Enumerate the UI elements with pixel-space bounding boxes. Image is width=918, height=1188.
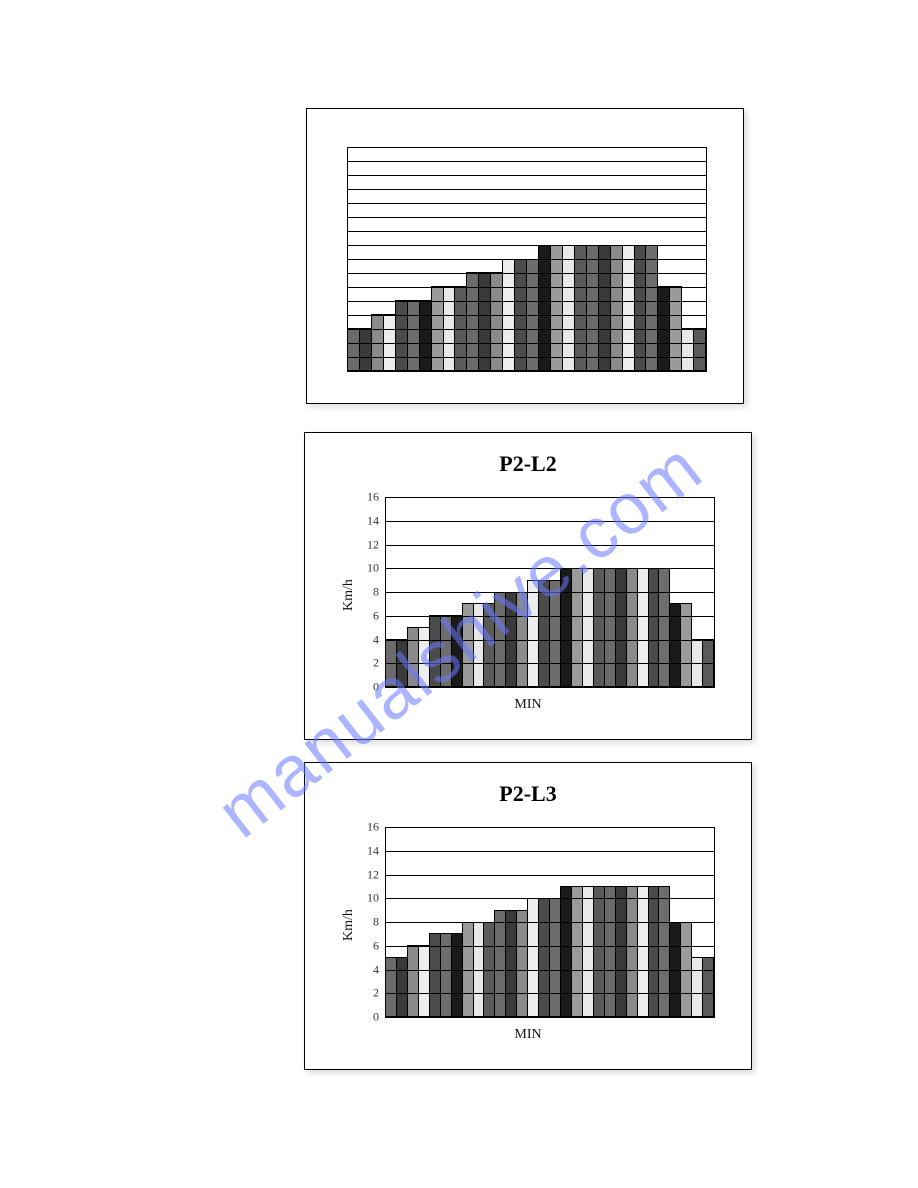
gridline [347,287,707,288]
gridline [385,875,715,876]
gridline [385,616,715,617]
gridline [347,273,707,274]
gridline [347,245,707,246]
gridline [347,315,707,316]
y-tick-label: 2 [355,986,379,1001]
gridline [385,545,715,546]
gridline [385,663,715,664]
gridline [385,687,715,688]
gridline [385,946,715,947]
y-tick-label: 10 [355,891,379,906]
y-tick-label: 16 [355,820,379,835]
gridline [347,161,707,162]
gridline [347,231,707,232]
y-tick-label: 12 [355,537,379,552]
gridline [385,993,715,994]
gridline [385,898,715,899]
y-tick-label: 0 [355,1010,379,1025]
y-tick-label: 0 [355,680,379,695]
chart-title: P2-L3 [305,781,751,807]
gridline [347,343,707,344]
gridline [347,329,707,330]
gridline [385,922,715,923]
chart-panel-2: P2-L2 Km/h 0246810121416 MIN [304,432,752,740]
bar [702,957,714,1016]
y-tick-label: 12 [355,867,379,882]
gridline [347,203,707,204]
chart-panel-1 [306,108,744,404]
gridline [347,175,707,176]
y-tick-label: 16 [355,490,379,505]
gridline [385,827,715,828]
gridline [385,970,715,971]
y-tick-label: 2 [355,656,379,671]
gridline [347,259,707,260]
gridline [385,851,715,852]
y-tick-label: 6 [355,938,379,953]
gridline [385,568,715,569]
y-tick-label: 4 [355,632,379,647]
y-tick-label: 14 [355,843,379,858]
chart-plot-1 [347,147,707,371]
y-tick-label: 14 [355,513,379,528]
gridline [347,357,707,358]
gridline [347,371,707,372]
chart-plot-2: Km/h 0246810121416 [385,497,715,687]
gridline [347,189,707,190]
gridline [347,147,707,148]
chart-panel-3: P2-L3 Km/h 0246810121416 MIN [304,762,752,1070]
gridline [385,592,715,593]
gridline [385,640,715,641]
chart-title: P2-L2 [305,451,751,477]
gridline [385,497,715,498]
y-tick-label: 8 [355,915,379,930]
y-tick-label: 4 [355,962,379,977]
x-axis-label: MIN [305,697,751,713]
gridline [385,1017,715,1018]
y-tick-label: 6 [355,608,379,623]
gridline [385,521,715,522]
y-tick-label: 10 [355,561,379,576]
gridline [347,301,707,302]
x-axis-label: MIN [305,1027,751,1043]
y-tick-label: 8 [355,585,379,600]
bar [693,328,706,370]
gridline [347,217,707,218]
chart-plot-3: Km/h 0246810121416 [385,827,715,1017]
